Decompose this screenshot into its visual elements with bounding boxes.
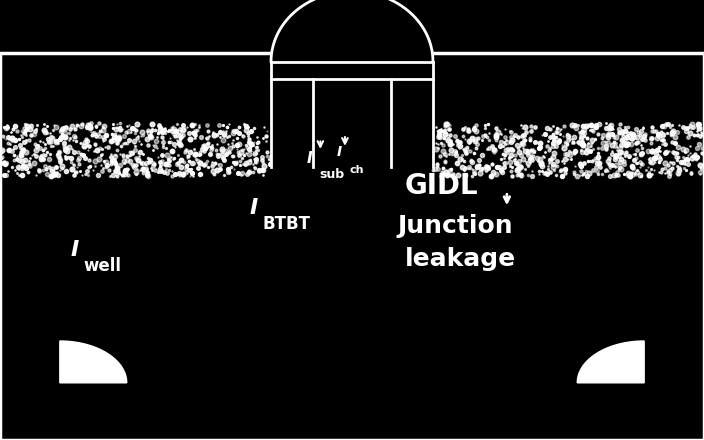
Text: I: I [337,145,341,159]
Bar [271,62,433,79]
Bar [0,53,704,440]
Text: well: well [83,257,121,275]
Polygon shape [271,0,433,62]
Text: BTBT: BTBT [263,215,310,233]
Text: GIDL: GIDL [405,172,479,200]
Bar [391,79,433,167]
Text: I: I [306,151,312,166]
Text: ch: ch [349,165,364,175]
Text: I: I [250,198,258,218]
Polygon shape [577,341,644,383]
Bar [271,79,313,167]
Text: I: I [70,240,79,260]
Text: sub: sub [319,168,344,181]
Polygon shape [60,341,127,383]
Text: leakage: leakage [405,246,516,271]
Text: Junction: Junction [398,213,513,238]
